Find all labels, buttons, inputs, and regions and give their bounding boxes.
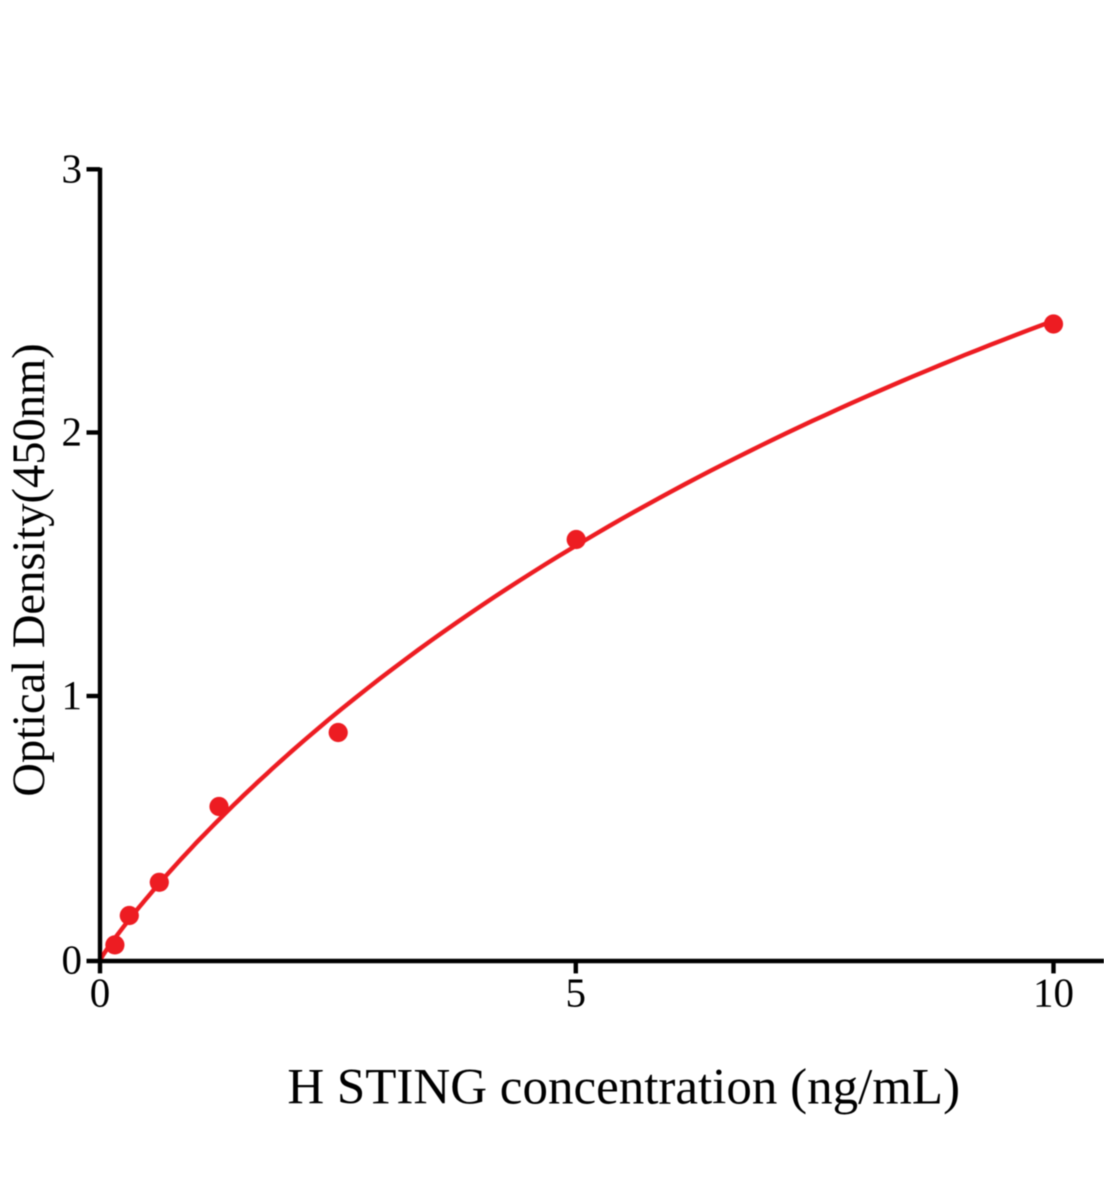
svg-text:3: 3: [62, 145, 83, 191]
svg-text:0: 0: [62, 937, 83, 983]
svg-text:10: 10: [1033, 970, 1074, 1016]
svg-text:5: 5: [566, 970, 587, 1016]
svg-text:2: 2: [62, 409, 83, 455]
svg-text:0: 0: [90, 970, 111, 1016]
svg-text:1: 1: [62, 672, 83, 718]
svg-text:H STING concentration (ng/mL): H STING concentration (ng/mL): [287, 1060, 960, 1116]
svg-text:Optical Density(450nm): Optical Density(450nm): [4, 343, 55, 796]
